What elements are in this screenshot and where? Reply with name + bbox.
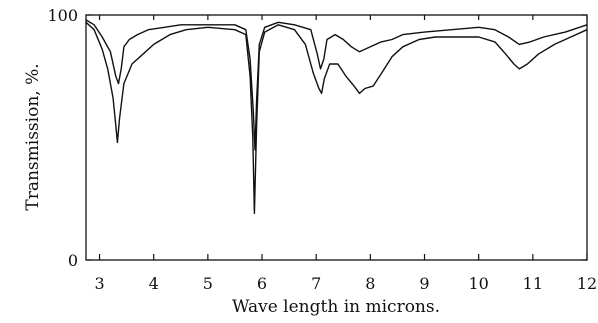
x-tick-label: 8 xyxy=(365,274,375,293)
series-group xyxy=(85,19,588,215)
x-tick-label: 9 xyxy=(419,274,429,293)
x-axis-label: Wave length in microns. xyxy=(232,297,440,317)
x-tick-label: 7 xyxy=(311,274,321,293)
y-axis-label: Transmission, %. xyxy=(23,63,43,210)
plot-frame xyxy=(85,14,588,261)
x-tick-label: 3 xyxy=(94,274,104,293)
x-tick-labels: 3 4 5 6 7 8 9 10 11 12 xyxy=(94,274,597,293)
x-tick-label: 5 xyxy=(203,274,213,293)
y-tick-label: 100 xyxy=(47,6,78,25)
x-tick-label: 10 xyxy=(468,274,488,293)
x-tick-label: 4 xyxy=(149,274,159,293)
x-tick-label: 11 xyxy=(523,274,543,293)
x-tick-label: 12 xyxy=(577,274,597,293)
x-tick-label: 6 xyxy=(257,274,267,293)
y-tick-label: 0 xyxy=(68,251,78,270)
tick-marks xyxy=(86,14,588,261)
series-line-1 xyxy=(85,19,588,151)
y-tick-labels: 0 100 xyxy=(47,6,78,270)
series-line-2 xyxy=(85,21,588,215)
